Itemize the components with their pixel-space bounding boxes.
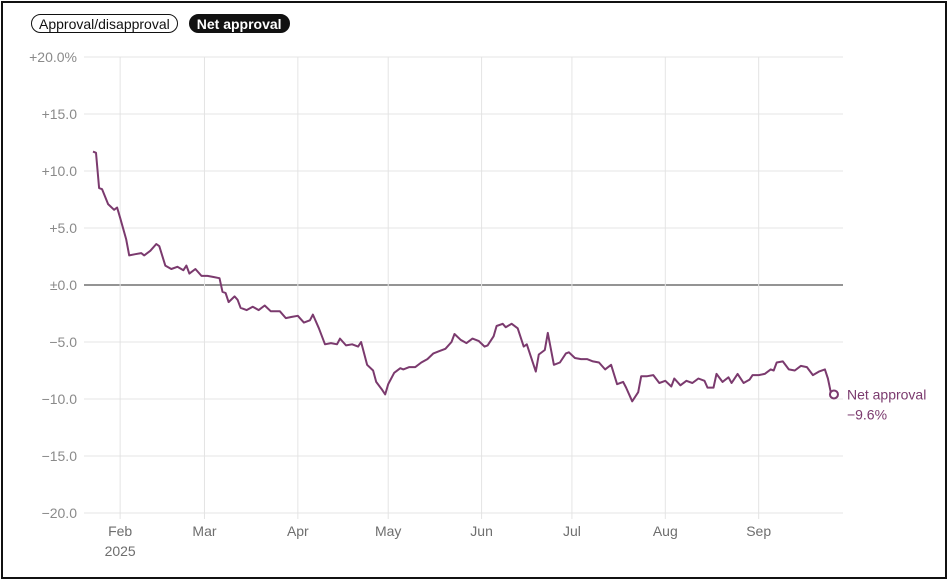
y-tick-label: +5.0 xyxy=(49,220,77,236)
net-approval-end-marker xyxy=(828,389,839,400)
series-end-label: Net approval xyxy=(847,386,926,402)
y-tick-label: ±0.0 xyxy=(50,277,77,293)
x-tick-label: Aug xyxy=(653,523,678,539)
view-toggle: Approval/disapproval Net approval xyxy=(31,14,290,33)
series-end-value: −9.6% xyxy=(847,406,887,422)
x-tick-label: Sep xyxy=(746,523,771,539)
net-approval-toggle[interactable]: Net approval xyxy=(188,14,290,33)
y-tick-label: −5.0 xyxy=(49,334,77,350)
y-tick-label: +20.0% xyxy=(29,49,77,65)
x-axis: Feb 2025 Mar Apr May Jun Jul Aug Sep xyxy=(105,523,772,559)
y-tick-label: −10.0 xyxy=(42,391,78,407)
y-tick-label: −15.0 xyxy=(42,448,78,464)
x-tick-label: Jun xyxy=(470,523,493,539)
x-tick-label: May xyxy=(375,523,401,539)
y-tick-label: +10.0 xyxy=(42,163,78,179)
approval-disapproval-toggle[interactable]: Approval/disapproval xyxy=(31,14,178,33)
x-tick-label: Feb xyxy=(108,523,132,539)
net-approval-line xyxy=(92,150,835,403)
x-tick-label: Jul xyxy=(563,523,581,539)
x-tick-label: Apr xyxy=(287,523,309,539)
y-tick-label: −20.0 xyxy=(42,505,78,521)
y-axis: +20.0% +15.0 +10.0 +5.0 ±0.0 −5.0 −10.0 −15.0 −2… xyxy=(29,49,77,521)
x-tick-label: Mar xyxy=(192,523,216,539)
gridlines xyxy=(84,56,843,519)
y-tick-label: +15.0 xyxy=(42,106,78,122)
x-tick-year: 2025 xyxy=(105,543,136,559)
